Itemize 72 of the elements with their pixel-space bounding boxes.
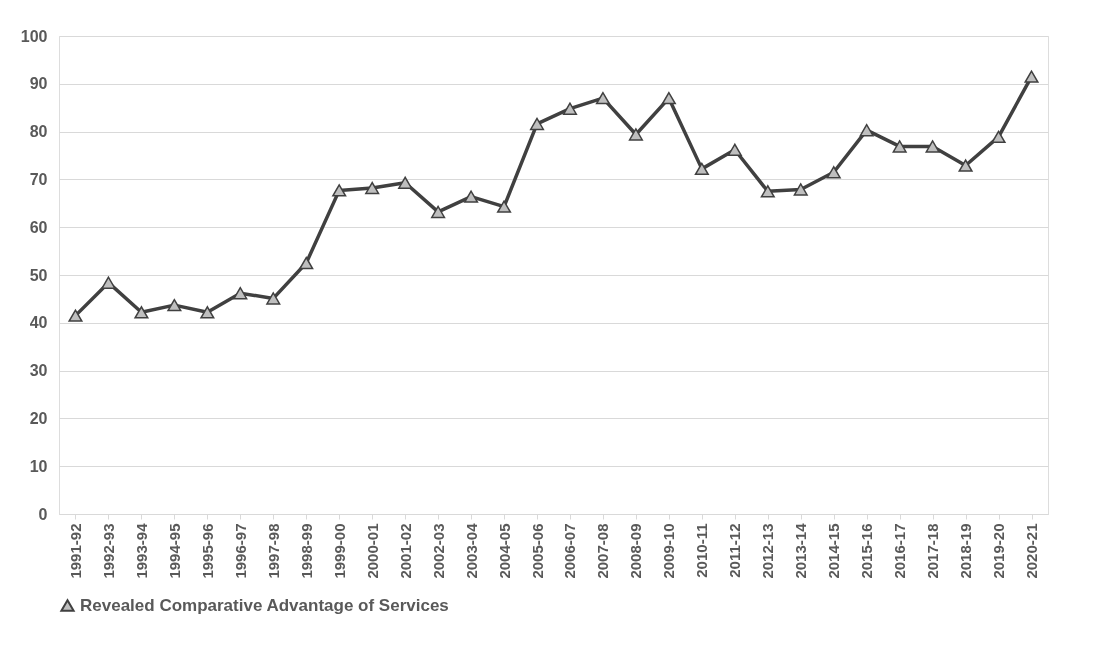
y-tick-label: 20 (29, 409, 48, 427)
x-tick-label: 2007-08 (594, 523, 612, 579)
point (793, 183, 808, 196)
point (628, 128, 643, 141)
x-tick-label: 1992-93 (99, 523, 117, 579)
y-tick-label: 90 (29, 75, 48, 93)
point (595, 91, 611, 105)
point (233, 286, 248, 300)
point (398, 176, 413, 189)
x-tick-label: 1999-00 (330, 523, 348, 579)
x-tick-label: 2006-07 (561, 523, 579, 579)
point (925, 140, 940, 153)
point (332, 184, 347, 197)
point (958, 159, 973, 172)
legend-label: Revealed Comparative Advantage of Services (80, 595, 449, 615)
x-tick-label: 2000-01 (363, 523, 381, 579)
y-tick-label: 80 (29, 123, 48, 141)
point (101, 276, 116, 289)
x-tick-label: 2003-04 (462, 522, 480, 579)
point (68, 309, 83, 322)
x-tick-label: 2014-15 (825, 523, 843, 579)
point (464, 190, 479, 203)
point (134, 306, 149, 319)
x-tick-label: 2018-19 (957, 523, 975, 579)
y-tick-label: 40 (29, 314, 48, 332)
x-tick-label: 1996-97 (231, 523, 249, 579)
x-tick-label: 1995-96 (198, 523, 216, 579)
point (694, 162, 709, 176)
x-tick-label: 2010-11 (693, 523, 711, 578)
x-tick-label: 2020-21 (1023, 523, 1041, 579)
x-tick-label: 2011-12 (726, 523, 744, 578)
x-tick-label: 2019-20 (990, 523, 1008, 579)
y-tick-label: 60 (29, 218, 48, 236)
x-tick-label: 2013-14 (792, 522, 810, 579)
point (496, 200, 512, 213)
point (1024, 70, 1039, 83)
point (991, 130, 1006, 144)
x-tick-label: 1998-99 (297, 523, 315, 579)
point (859, 123, 874, 137)
y-tick-label: 30 (29, 362, 48, 380)
x-tick-label: 2005-06 (528, 523, 546, 579)
point (727, 143, 742, 156)
point (826, 166, 841, 179)
point (266, 292, 281, 305)
point (661, 91, 676, 105)
x-tick-label: 1991-92 (66, 523, 84, 579)
y-tick-label: 0 (38, 505, 48, 523)
x-tick-label: 2008-09 (627, 523, 645, 579)
y-tick-label: 50 (29, 266, 48, 284)
x-tick-label: 2017-18 (924, 523, 942, 579)
y-tick-label: 10 (29, 457, 48, 475)
x-tick-label: 2015-16 (858, 523, 876, 579)
point (167, 298, 182, 312)
y-tick-label: 100 (20, 27, 48, 45)
x-tick-label: 2001-02 (396, 523, 414, 579)
x-tick-label: 2004-05 (495, 523, 513, 579)
point (299, 256, 314, 270)
x-tick-label: 2002-03 (429, 523, 447, 579)
y-tick-label: 70 (29, 170, 48, 188)
point (892, 140, 907, 153)
point (200, 306, 215, 319)
point (529, 117, 545, 131)
x-tick-label: 1994-95 (165, 523, 183, 579)
point (562, 102, 578, 115)
point (431, 205, 446, 219)
x-tick-label: 2012-13 (759, 523, 777, 579)
point (760, 185, 775, 198)
x-tick-label: 1993-94 (132, 522, 150, 579)
x-tick-label: 2016-17 (891, 523, 909, 579)
x-tick-label: 2009-10 (660, 523, 678, 579)
point (365, 181, 380, 195)
x-tick-label: 1997-98 (264, 523, 282, 579)
